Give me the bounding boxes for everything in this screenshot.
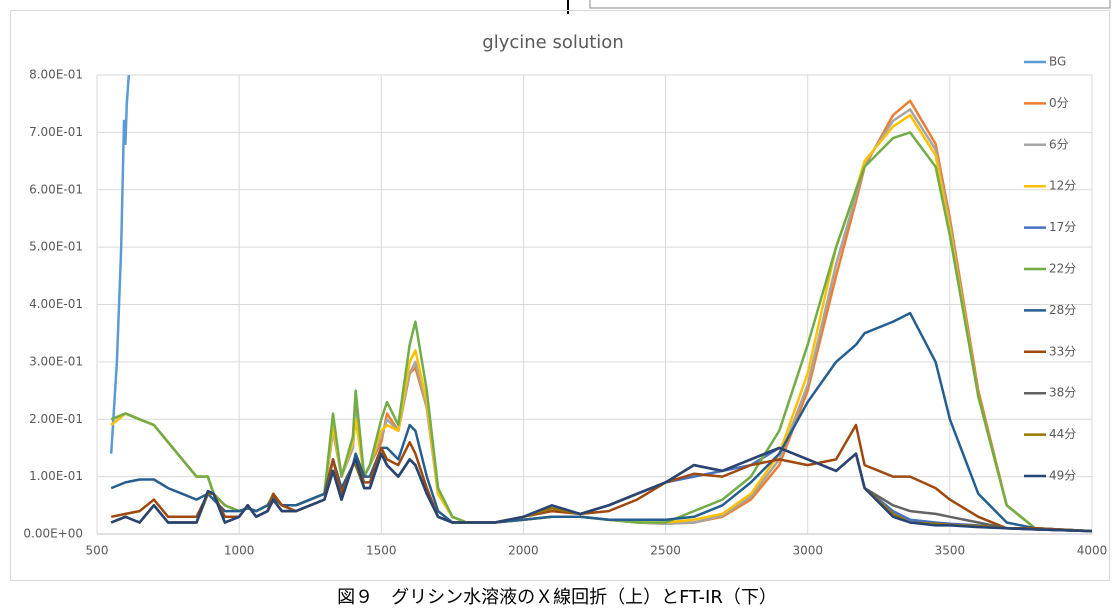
legend-label: 12分 xyxy=(1049,179,1076,193)
x-tick-label: 2500 xyxy=(650,544,681,558)
y-tick-label: 0.00E+00 xyxy=(23,527,83,541)
legend-label: 44分 xyxy=(1049,427,1076,441)
x-tick-label: 1000 xyxy=(224,544,255,558)
legend-label: 22分 xyxy=(1049,262,1076,276)
y-tick-label: 1.00E-01 xyxy=(29,469,83,483)
x-tick-label: 500 xyxy=(86,544,109,558)
x-tick-label: 4000 xyxy=(1077,544,1108,558)
x-tick-label: 2000 xyxy=(508,544,539,558)
series-line xyxy=(109,75,131,454)
y-tick-label: 6.00E-01 xyxy=(29,182,83,196)
plot-lines xyxy=(109,75,1092,533)
chart-title: glycine solution xyxy=(482,32,623,53)
legend-label: 28分 xyxy=(1049,303,1076,317)
y-tick-label: 7.00E-01 xyxy=(29,125,83,139)
series-line xyxy=(110,311,1092,533)
legend-label: 6分 xyxy=(1049,137,1069,151)
y-tick-label: 2.00E-01 xyxy=(29,412,83,426)
caption: 図９ グリシン水溶液のＸ線回折（上）とFT-IR（下） xyxy=(337,587,777,608)
x-tick-label: 3500 xyxy=(935,544,966,558)
y-tick-label: 8.00E-01 xyxy=(29,68,83,82)
series-line xyxy=(110,423,1092,533)
legend-label: 33分 xyxy=(1049,344,1076,358)
y-tick-label: 5.00E-01 xyxy=(29,240,83,254)
legend-label: 49分 xyxy=(1049,469,1076,483)
series-line xyxy=(110,131,1092,533)
chart-border xyxy=(10,10,1110,581)
legend-label: BG xyxy=(1049,55,1066,69)
ui-box xyxy=(589,0,1111,9)
x-tick-label: 3000 xyxy=(792,544,823,558)
y-tick-label: 4.00E-01 xyxy=(29,297,83,311)
x-tick-label: 1500 xyxy=(366,544,397,558)
y-tick-label: 3.00E-01 xyxy=(29,354,83,368)
series-line xyxy=(110,446,1092,533)
legend-label: 17分 xyxy=(1049,220,1076,234)
legend-label: 0分 xyxy=(1049,96,1069,110)
legend-label: 38分 xyxy=(1049,386,1076,400)
